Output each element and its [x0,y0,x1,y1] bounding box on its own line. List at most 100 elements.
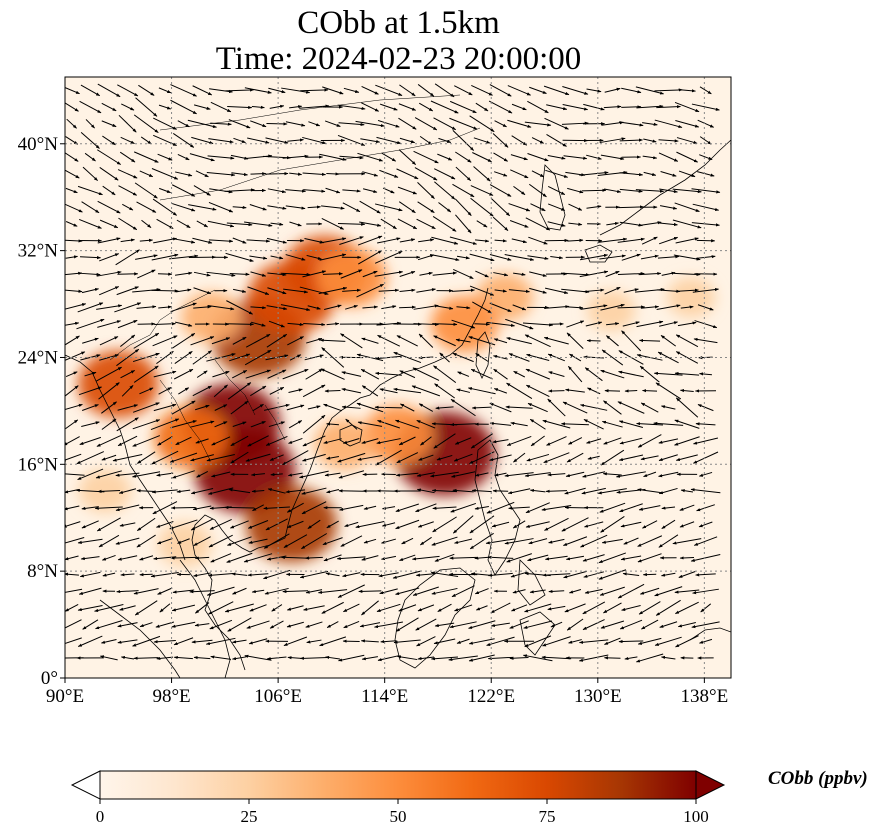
wind-arrow [636,422,663,426]
wind-arrow [302,172,326,176]
wind-arrow [564,603,586,613]
wind-arrow [642,155,658,160]
wind-arrow [214,404,228,411]
wind-arrow [620,555,642,561]
wind-arrow [430,100,459,114]
wind-arrow [282,589,309,594]
wind-arrow [118,114,137,133]
wind-arrow [190,488,214,495]
wind-arrow [246,620,270,629]
wind-arrow [675,454,698,462]
wind-arrow [661,519,676,530]
wind-arrow [193,271,211,277]
wind-arrow [171,621,196,628]
wind-arrow [529,271,547,277]
wind-arrow [268,87,286,94]
wind-arrow [101,454,117,461]
wind-arrow [76,451,105,465]
wind-arrow [677,321,697,327]
wind-arrow [618,370,644,378]
wind-arrow [250,172,267,176]
wind-arrow [392,570,422,579]
wind-arrow [78,218,102,229]
wind-arrow [486,501,515,514]
wind-arrow [597,488,627,495]
wind-arrow [506,337,532,345]
wind-arrow [267,205,287,210]
wind-arrow [455,338,471,343]
wind-arrow [566,332,584,349]
wind-arrow [287,520,304,529]
y-tick-label: 8°N [27,561,58,582]
wind-arrow [326,520,339,529]
wind-arrow [526,353,550,361]
plume-14 [586,290,636,331]
wind-arrow [697,304,714,311]
wind-arrow [196,220,208,228]
wind-arrow [325,572,340,577]
wind-arrow [699,86,712,95]
wind-arrow [413,304,439,310]
wind-arrow [340,269,363,279]
wind-arrow [586,438,602,444]
wind-arrow [115,472,140,477]
wind-arrow [700,603,712,613]
wind-arrow [232,237,247,244]
wind-arrow [621,253,641,261]
wind-arrow [229,272,250,276]
wind-arrow [418,102,434,112]
wind-arrow [193,185,211,196]
wind-arrow [95,620,123,630]
wind-arrow [170,556,197,560]
wind-arrow [98,286,120,296]
wind-arrow [546,104,568,111]
wind-arrow [619,172,644,177]
wind-arrow [211,436,231,446]
wind-arrow [116,589,139,594]
wind-arrow [416,472,435,477]
wind-arrow [417,84,435,97]
wind-arrow [151,289,179,293]
wind-arrow [698,471,713,477]
wind-arrow [267,369,287,379]
wind-arrow [99,336,119,346]
wind-arrow [378,288,400,292]
wind-arrow [170,84,197,97]
wind-arrow [600,303,625,311]
wind-arrow [169,452,198,463]
wind-arrow [193,536,211,547]
wind-arrow [377,334,401,347]
wind-vectors [65,83,721,663]
wind-arrow [396,452,419,464]
wind-arrow [697,171,715,177]
wind-arrow [618,420,644,428]
plume-15 [666,277,716,318]
wind-arrow [623,288,639,293]
wind-arrow [325,187,341,194]
wind-arrow [322,86,344,95]
wind-arrow [271,604,283,612]
wind-arrow [417,521,434,528]
wind-arrow [603,437,622,445]
wind-arrow [504,254,535,261]
wind-arrow [177,538,190,544]
wind-arrow [81,287,99,294]
wind-arrow [636,104,664,109]
wind-arrow [434,168,456,180]
wind-arrow [563,155,588,160]
wind-arrow [116,417,139,432]
wind-arrow [489,421,512,426]
wind-arrow [617,583,645,599]
wind-arrow [206,271,236,277]
wind-arrow [528,236,548,245]
wind-arrow [470,368,493,380]
wind-arrow [431,587,458,595]
wind-arrow [507,85,531,96]
wind-arrow [510,421,528,427]
wind-arrow [97,83,121,98]
wind-arrow [97,237,121,244]
wind-arrow [489,254,512,261]
wind-arrow [268,320,285,328]
wind-arrow [230,435,249,447]
wind-arrow [301,487,327,495]
